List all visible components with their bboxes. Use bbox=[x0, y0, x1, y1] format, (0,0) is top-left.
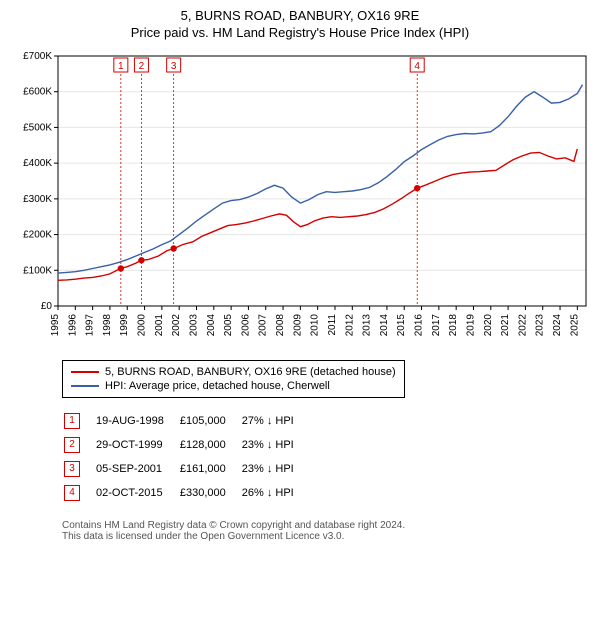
sale-delta: 23% ↓ HPI bbox=[242, 458, 308, 480]
sale-price: £330,000 bbox=[180, 482, 240, 504]
svg-text:4: 4 bbox=[414, 61, 420, 72]
svg-text:2: 2 bbox=[139, 61, 145, 72]
attribution-footer: Contains HM Land Registry data © Crown c… bbox=[62, 520, 594, 542]
svg-text:£600K: £600K bbox=[23, 87, 52, 98]
sale-marker-box: 2 bbox=[64, 437, 80, 453]
table-row: 2 29-OCT-1999£128,00023% ↓ HPI bbox=[64, 434, 308, 456]
sales-table: 1 19-AUG-1998£105,00027% ↓ HPI 2 29-OCT-199… bbox=[62, 408, 310, 506]
svg-text:£300K: £300K bbox=[23, 194, 52, 205]
svg-text:2001: 2001 bbox=[154, 314, 165, 337]
svg-text:2008: 2008 bbox=[275, 314, 286, 337]
table-row: 3 05-SEP-2001£161,00023% ↓ HPI bbox=[64, 458, 308, 480]
svg-text:2022: 2022 bbox=[517, 314, 528, 337]
table-row: 1 19-AUG-1998£105,00027% ↓ HPI bbox=[64, 410, 308, 432]
svg-text:2025: 2025 bbox=[569, 314, 580, 337]
svg-text:1995: 1995 bbox=[50, 314, 61, 337]
svg-text:3: 3 bbox=[171, 61, 177, 72]
svg-text:2023: 2023 bbox=[535, 314, 546, 337]
sale-delta: 23% ↓ HPI bbox=[242, 434, 308, 456]
svg-text:2004: 2004 bbox=[206, 314, 217, 337]
svg-text:2012: 2012 bbox=[344, 314, 355, 337]
svg-text:2003: 2003 bbox=[188, 314, 199, 337]
svg-text:1996: 1996 bbox=[67, 314, 78, 337]
svg-text:2015: 2015 bbox=[396, 314, 407, 337]
legend-item: 5, BURNS ROAD, BANBURY, OX16 9RE (detach… bbox=[71, 365, 396, 379]
svg-text:2005: 2005 bbox=[223, 314, 234, 337]
svg-text:2019: 2019 bbox=[465, 314, 476, 337]
sale-marker-box: 1 bbox=[64, 413, 80, 429]
svg-text:2010: 2010 bbox=[310, 314, 321, 337]
legend-label: 5, BURNS ROAD, BANBURY, OX16 9RE (detach… bbox=[105, 366, 396, 378]
svg-text:2018: 2018 bbox=[448, 314, 459, 337]
svg-text:1997: 1997 bbox=[85, 314, 96, 337]
sale-price: £105,000 bbox=[180, 410, 240, 432]
sale-date: 19-AUG-1998 bbox=[96, 410, 178, 432]
legend-swatch bbox=[71, 371, 99, 373]
chart-subtitle: Price paid vs. HM Land Registry's House … bbox=[6, 25, 594, 40]
svg-text:2024: 2024 bbox=[552, 314, 563, 337]
svg-text:2002: 2002 bbox=[171, 314, 182, 337]
legend-swatch bbox=[71, 385, 99, 387]
svg-text:£100K: £100K bbox=[23, 265, 52, 276]
legend-item: HPI: Average price, detached house, Cher… bbox=[71, 379, 396, 393]
sale-marker-box: 4 bbox=[64, 485, 80, 501]
svg-text:£700K: £700K bbox=[23, 51, 52, 62]
table-row: 4 02-OCT-2015£330,00026% ↓ HPI bbox=[64, 482, 308, 504]
sale-date: 02-OCT-2015 bbox=[96, 482, 178, 504]
svg-text:2016: 2016 bbox=[414, 314, 425, 337]
svg-text:1: 1 bbox=[118, 61, 124, 72]
svg-text:2017: 2017 bbox=[431, 314, 442, 337]
svg-text:2014: 2014 bbox=[379, 314, 390, 337]
svg-text:£400K: £400K bbox=[23, 158, 52, 169]
svg-text:2007: 2007 bbox=[258, 314, 269, 337]
sale-price: £161,000 bbox=[180, 458, 240, 480]
svg-text:£0: £0 bbox=[41, 301, 53, 312]
svg-text:£500K: £500K bbox=[23, 122, 52, 133]
sale-marker-box: 3 bbox=[64, 461, 80, 477]
title-block: 5, BURNS ROAD, BANBURY, OX16 9RE Price p… bbox=[6, 8, 594, 40]
line-chart: £0 £100K £200K £300K £400K £500K £600K £700K 199… bbox=[6, 50, 594, 350]
legend-label: HPI: Average price, detached house, Cher… bbox=[105, 380, 330, 392]
footer-line-1: Contains HM Land Registry data © Crown c… bbox=[62, 520, 594, 531]
svg-text:1998: 1998 bbox=[102, 314, 113, 337]
sale-date: 29-OCT-1999 bbox=[96, 434, 178, 456]
legend: 5, BURNS ROAD, BANBURY, OX16 9RE (detach… bbox=[62, 360, 405, 398]
sale-delta: 26% ↓ HPI bbox=[242, 482, 308, 504]
sale-date: 05-SEP-2001 bbox=[96, 458, 178, 480]
footer-line-2: This data is licensed under the Open Gov… bbox=[62, 531, 594, 542]
svg-text:2009: 2009 bbox=[292, 314, 303, 337]
svg-text:2000: 2000 bbox=[137, 314, 148, 337]
svg-text:2020: 2020 bbox=[483, 314, 494, 337]
svg-text:2011: 2011 bbox=[327, 314, 338, 336]
chart-title: 5, BURNS ROAD, BANBURY, OX16 9RE bbox=[6, 8, 594, 23]
plot-area: £0 £100K £200K £300K £400K £500K £600K £700K 199… bbox=[6, 50, 594, 350]
sale-delta: 27% ↓ HPI bbox=[242, 410, 308, 432]
svg-text:2021: 2021 bbox=[500, 314, 511, 337]
svg-text:2006: 2006 bbox=[240, 314, 251, 337]
svg-text:£200K: £200K bbox=[23, 230, 52, 241]
svg-text:2013: 2013 bbox=[362, 314, 373, 337]
chart-container: 5, BURNS ROAD, BANBURY, OX16 9RE Price p… bbox=[0, 0, 600, 548]
sale-price: £128,000 bbox=[180, 434, 240, 456]
svg-text:1999: 1999 bbox=[119, 314, 130, 337]
